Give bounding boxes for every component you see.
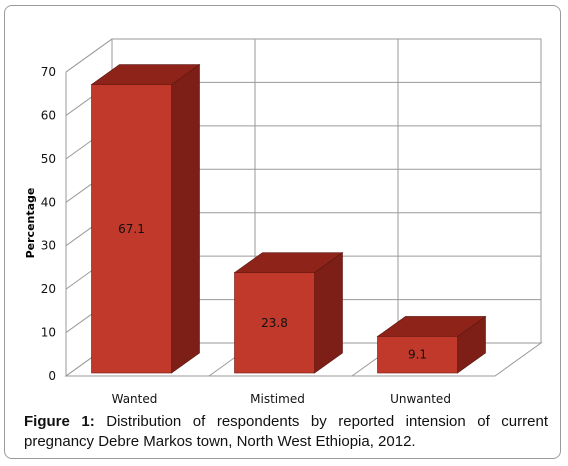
bar-side [171, 64, 200, 374]
x-axis-categories: Wanted Mistimed Unwanted [112, 392, 451, 406]
y-tick-label: 60 [41, 108, 56, 122]
bar-front [234, 272, 315, 374]
bar-unwanted: 9.1 [376, 315, 487, 374]
bar-front [377, 336, 458, 374]
y-tick-label: 30 [41, 239, 56, 253]
bar-mistimed: 23.8 [233, 252, 344, 374]
bar-data-label: 9.1 [408, 348, 427, 362]
x-category-label: Unwanted [390, 392, 451, 406]
bar-data-label: 23.8 [261, 316, 288, 330]
bar-side [314, 252, 343, 374]
y-axis-ticks: 0 10 20 30 40 50 60 70 [41, 65, 56, 383]
bar-front [91, 84, 172, 374]
y-tick-label: 20 [41, 282, 56, 296]
x-category-label: Mistimed [250, 392, 305, 406]
x-category-label: Wanted [112, 392, 158, 406]
bar-data-label: 67.1 [118, 222, 145, 236]
gridline-side [65, 38, 113, 73]
y-tick-label: 70 [41, 65, 56, 79]
bars: 67.1 23.8 9.1 [90, 64, 487, 374]
caption-label: Figure 1: [24, 413, 95, 430]
y-tick-label: 40 [41, 195, 56, 209]
y-tick-label: 50 [41, 152, 56, 166]
y-axis-label: Percentage [24, 188, 37, 259]
bar-chart: 0 10 20 30 40 50 60 70 67.1 23.8 9.1 Wanted Mistim… [24, 38, 543, 406]
y-tick-label: 0 [48, 369, 56, 383]
bar-wanted: 67.1 [90, 64, 201, 374]
figure-caption: Figure 1: Distribution of respondents by… [24, 412, 548, 452]
caption-text: Distribution of respondents by reported … [24, 413, 548, 450]
y-tick-label: 10 [41, 326, 56, 340]
